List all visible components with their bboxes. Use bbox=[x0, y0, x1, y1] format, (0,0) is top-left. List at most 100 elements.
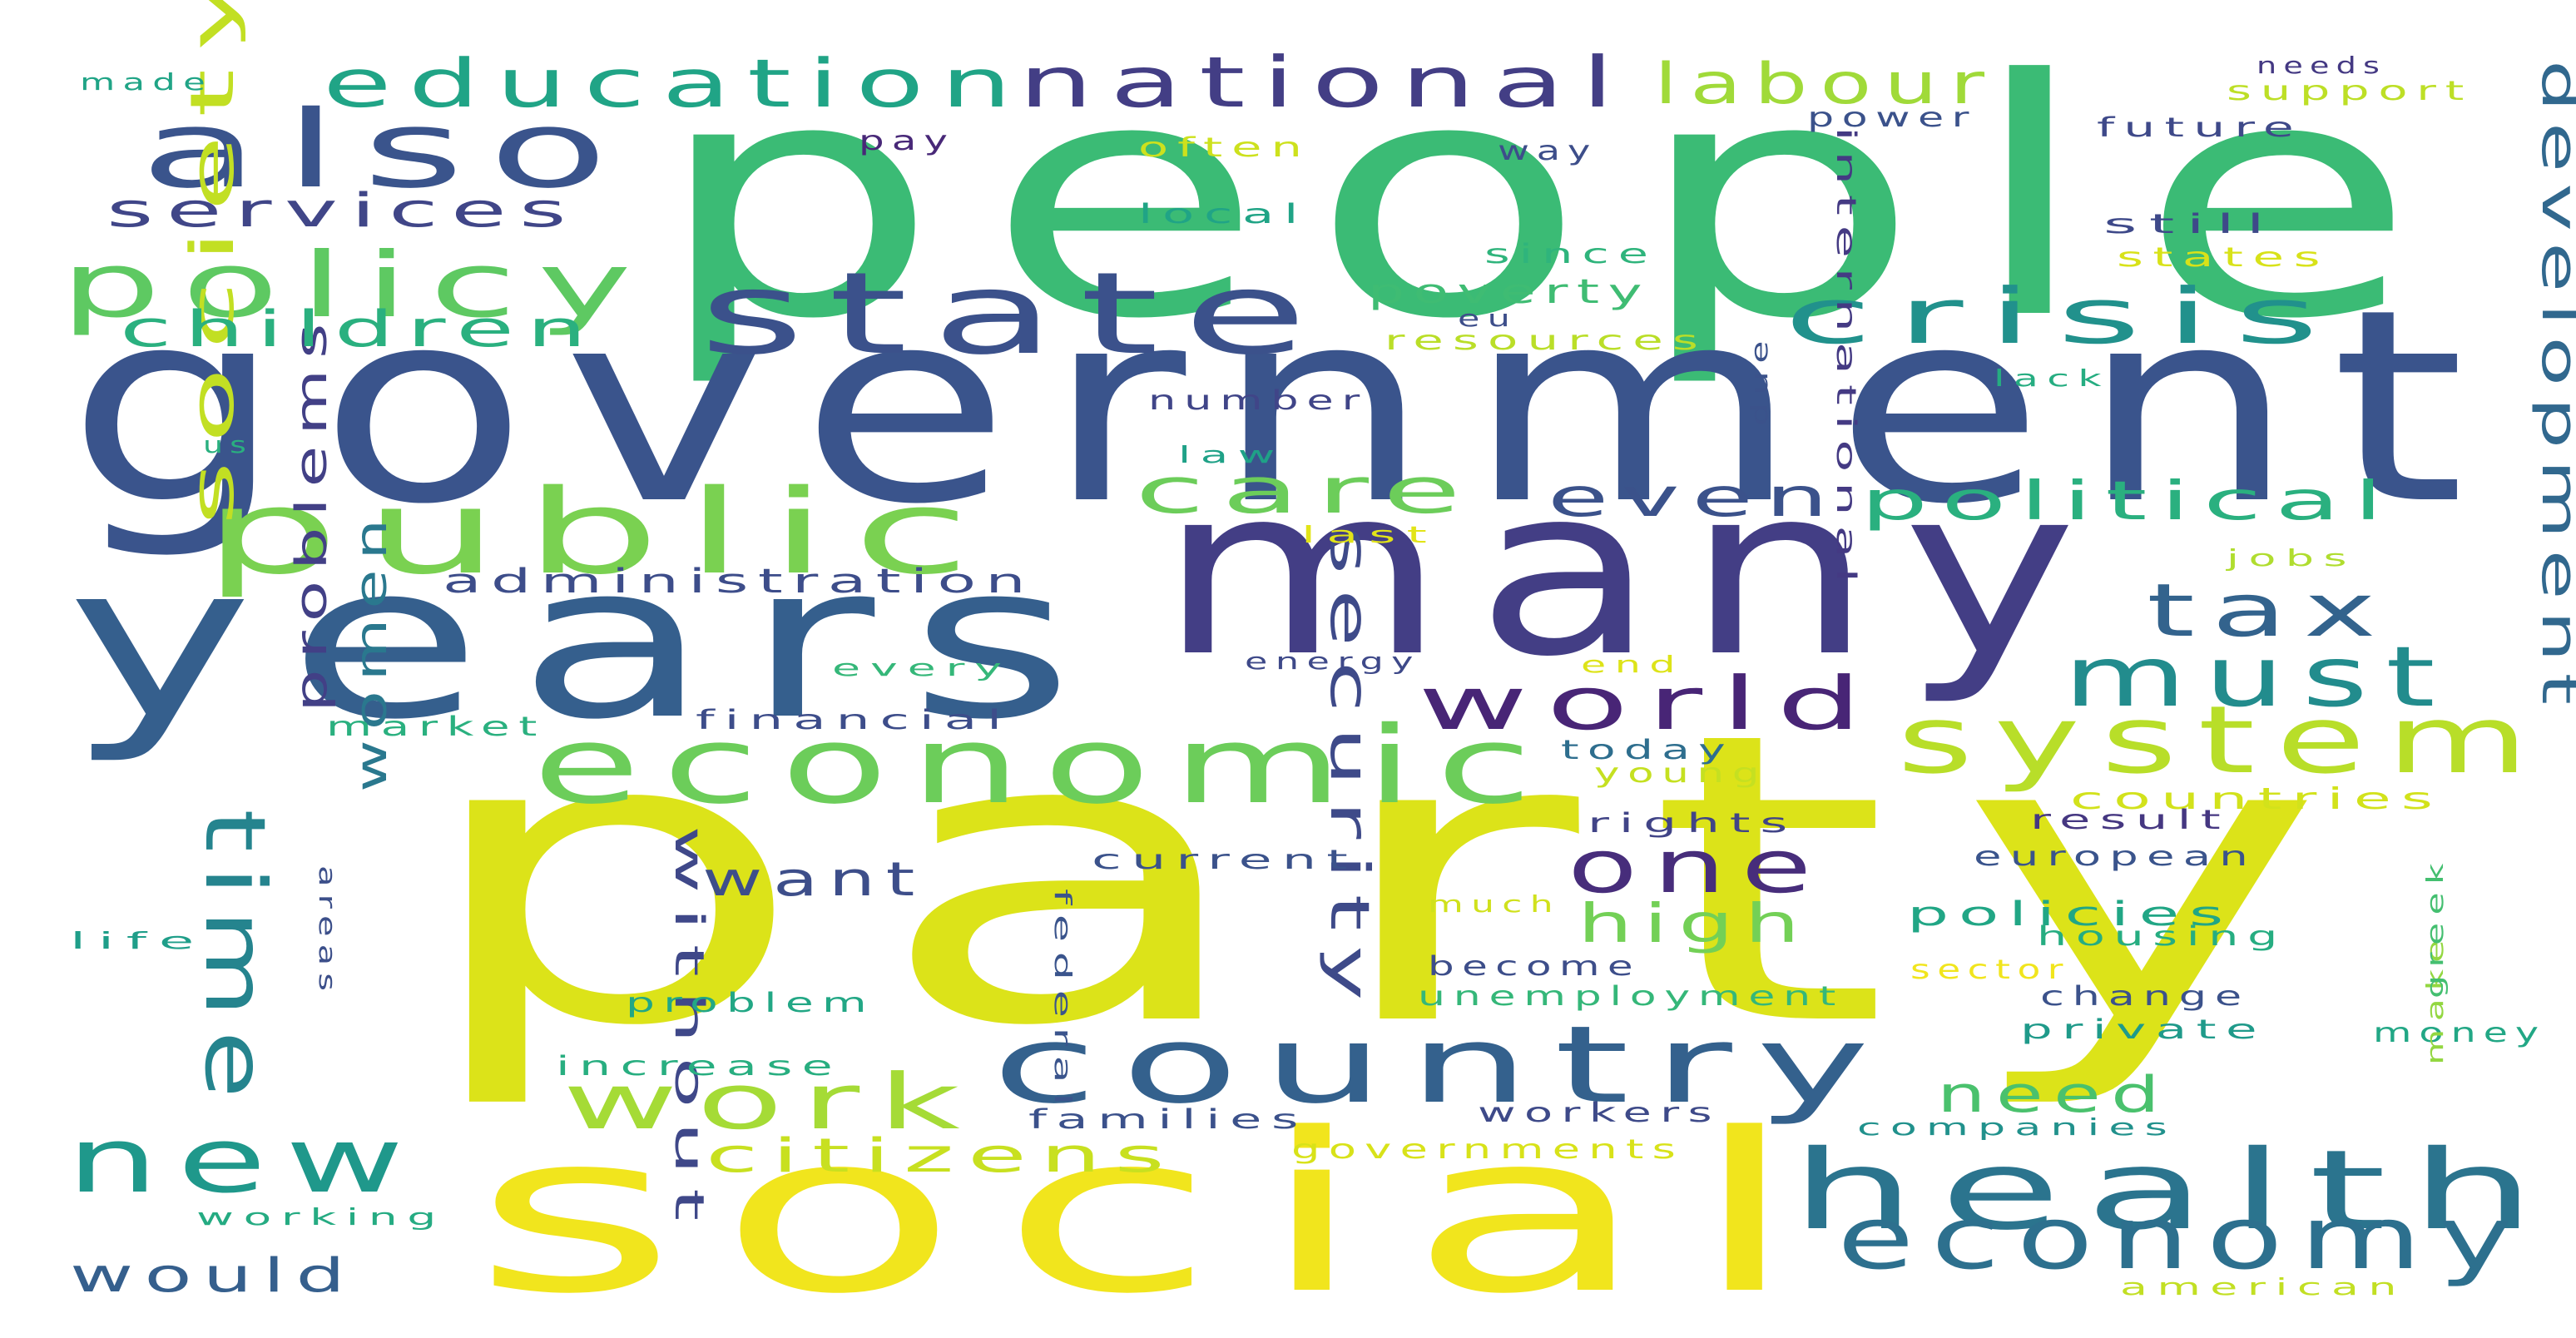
word: workers bbox=[1478, 1097, 1721, 1128]
word: jobs bbox=[2225, 544, 2356, 572]
word: future bbox=[2097, 112, 2303, 143]
word: often bbox=[1138, 131, 1311, 163]
word: new bbox=[67, 1109, 423, 1213]
word: made bbox=[80, 68, 213, 96]
word: money bbox=[2373, 1017, 2546, 1048]
word: energy bbox=[1245, 647, 1421, 675]
word: sector bbox=[1910, 954, 2070, 985]
word: system bbox=[1897, 686, 2549, 795]
word: problems bbox=[287, 313, 337, 712]
word: world bbox=[1418, 661, 1880, 746]
word: power bbox=[1807, 102, 1977, 133]
word: labour bbox=[1654, 52, 1997, 117]
word: one bbox=[1568, 824, 1827, 909]
word: today bbox=[1561, 734, 1734, 766]
word: would bbox=[70, 1249, 356, 1303]
word: private bbox=[2020, 1013, 2266, 1045]
word: change bbox=[2040, 980, 2250, 1012]
word: public bbox=[203, 465, 995, 601]
word: lack bbox=[1994, 364, 2110, 392]
word: way bbox=[1498, 135, 1598, 166]
word: still bbox=[2103, 208, 2276, 240]
word: poverty bbox=[1368, 273, 1651, 311]
word: resources bbox=[1385, 325, 1707, 356]
word: american bbox=[2120, 1273, 2406, 1301]
word: needs bbox=[2256, 52, 2386, 79]
word: government bbox=[67, 253, 2499, 562]
word: life bbox=[70, 927, 206, 954]
word: services bbox=[107, 184, 579, 238]
word: problem bbox=[626, 987, 875, 1018]
word: rights bbox=[1588, 807, 1797, 839]
word: years bbox=[67, 518, 1108, 766]
word: must bbox=[2063, 628, 2453, 726]
word: health bbox=[1791, 1127, 2559, 1255]
word: party bbox=[413, 648, 2393, 1113]
word: increase bbox=[556, 1050, 842, 1082]
word: high bbox=[1578, 894, 1811, 955]
word: people bbox=[652, 11, 2463, 390]
word: number bbox=[1148, 384, 1368, 416]
word: last bbox=[1301, 521, 1438, 548]
word: crisis bbox=[1784, 272, 2343, 361]
word: education bbox=[323, 45, 1028, 122]
word: since bbox=[1484, 238, 1657, 270]
word: housing bbox=[2037, 920, 2286, 952]
word: care bbox=[1135, 453, 1478, 528]
word: without bbox=[666, 825, 712, 1235]
word: children bbox=[120, 300, 599, 359]
word: unemployment bbox=[1418, 980, 1844, 1012]
word: law bbox=[1178, 441, 1285, 468]
word: time bbox=[186, 809, 284, 1112]
word: market bbox=[326, 711, 546, 742]
word: even bbox=[1548, 468, 1840, 529]
word: financial bbox=[696, 704, 1012, 736]
word: local bbox=[1138, 198, 1308, 230]
word: international bbox=[1830, 126, 1862, 592]
word: every bbox=[832, 654, 1012, 681]
word: policy bbox=[60, 234, 652, 338]
word: working bbox=[196, 1203, 446, 1231]
word: states bbox=[2117, 241, 2330, 273]
word: support bbox=[2227, 75, 2473, 107]
word: work bbox=[562, 1058, 978, 1147]
word: state bbox=[699, 249, 1331, 380]
word: country bbox=[992, 1004, 1894, 1127]
word: economy bbox=[1837, 1187, 2529, 1289]
word: development bbox=[2530, 60, 2576, 716]
word: economic bbox=[533, 704, 1554, 828]
word: european bbox=[1974, 840, 2256, 872]
word: much bbox=[1428, 890, 1561, 918]
word: administration bbox=[443, 562, 1035, 601]
word: companies bbox=[1857, 1113, 2177, 1141]
word: eu bbox=[1458, 305, 1518, 332]
word: make bbox=[2421, 932, 2449, 1065]
word: national bbox=[1018, 42, 1631, 123]
word: governments bbox=[1291, 1133, 1684, 1165]
word: become bbox=[1428, 950, 1641, 982]
word: tax bbox=[2147, 567, 2393, 653]
word: due bbox=[1746, 333, 1773, 426]
word: countries bbox=[2070, 782, 2443, 816]
word: social bbox=[473, 1087, 1840, 1338]
word: pay bbox=[859, 125, 955, 156]
word: result bbox=[2030, 804, 2230, 835]
word: areas bbox=[314, 865, 341, 999]
word: political bbox=[1860, 471, 2396, 533]
word: citizens bbox=[706, 1129, 1178, 1183]
word: many bbox=[1158, 437, 2107, 708]
word: greek bbox=[2421, 855, 2449, 999]
word: want bbox=[702, 853, 925, 907]
word: society bbox=[177, 0, 247, 526]
word: security bbox=[1318, 526, 1380, 1015]
word: families bbox=[1028, 1103, 1308, 1135]
word: women bbox=[347, 509, 397, 792]
word: current bbox=[1092, 844, 1358, 875]
word: end bbox=[1581, 651, 1684, 678]
word: federal bbox=[1049, 889, 1077, 1115]
word: young bbox=[1594, 757, 1767, 789]
word: need bbox=[1937, 1066, 2170, 1124]
